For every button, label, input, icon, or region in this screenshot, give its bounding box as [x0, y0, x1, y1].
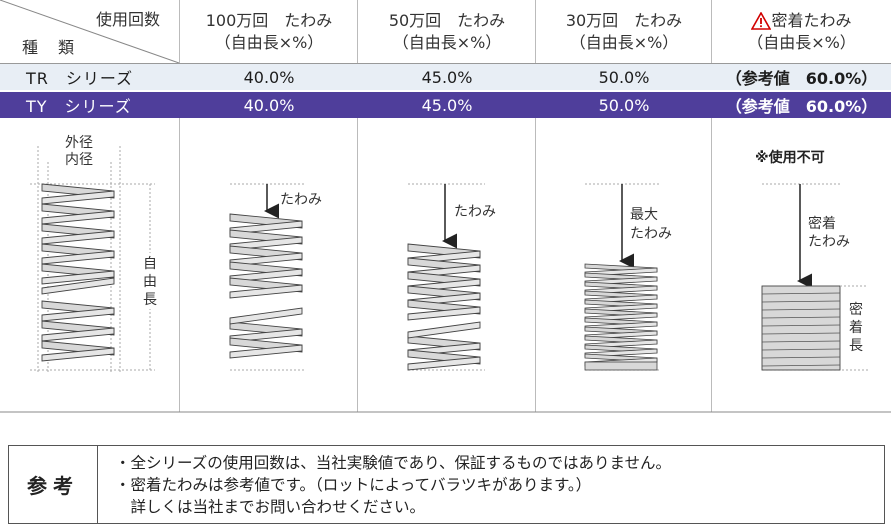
row-tr-name: TR シリーズ: [26, 69, 134, 88]
not-usable-label: ※使用不可: [755, 149, 825, 166]
solid-deflection-label-2: たわみ: [808, 234, 850, 250]
corner-usage-label: 使用回数: [96, 10, 161, 29]
free-length-char-2: 由: [143, 274, 157, 290]
spring-1m: [229, 183, 305, 371]
header-col-1m: 100万回 たわみ （自由長×%）: [180, 0, 358, 63]
header-col-500k: 50万回 たわみ （自由長×%）: [358, 0, 536, 63]
max-deflection-label-2: たわみ: [630, 226, 672, 242]
table-row-ty: TY シリーズ 40.0% 45.0% 50.0% （参考値 60.0%）: [0, 92, 891, 118]
divider: [535, 0, 536, 63]
free-length-char-3: 長: [143, 292, 157, 308]
row-ty-300k: 50.0%: [598, 95, 650, 115]
free-spring: [30, 146, 155, 374]
solid-length-char-2: 着: [849, 320, 863, 336]
header-col-300k: 30万回 たわみ （自由長×%）: [536, 0, 712, 63]
divider: [0, 90, 891, 92]
reference-note: 参考 ・全シリーズの使用回数は、当社実験値であり、保証するものではありません。 …: [8, 445, 885, 524]
table-row-tr: TR シリーズ 40.0% 45.0% 50.0% （参考値 60.0%）: [0, 64, 891, 90]
divider: [179, 0, 180, 63]
row-tr-solid: （参考値 60.0%）: [725, 69, 878, 88]
row-ty-500k: 45.0%: [421, 95, 473, 115]
max-deflection-label-1: 最大: [630, 207, 658, 223]
free-length-char-1: 自: [143, 256, 157, 272]
divider: [0, 63, 891, 64]
outer-dia-label: 外径: [65, 135, 93, 151]
spring-500k: [407, 183, 485, 371]
free-length-label: 自 由 長: [140, 253, 160, 309]
note-line: ・全シリーズの使用回数は、当社実験値であり、保証するものではありません。: [115, 454, 671, 472]
header-col-solid-title-wrap: 密着たわみ: [751, 10, 852, 32]
row-tr-300k: 50.0%: [598, 67, 650, 87]
header-col-solid: 密着たわみ （自由長×%）: [712, 0, 891, 63]
row-ty-1m: 40.0%: [243, 95, 295, 115]
note-line: 詳しくは当社までお問い合わせください。: [115, 498, 426, 516]
deflection-label-500k: たわみ: [454, 204, 496, 220]
header-col-500k-sub: （自由長×%）: [392, 32, 502, 52]
row-tr-500k: 45.0%: [421, 67, 473, 87]
solid-deflection-label-1: 密着: [808, 215, 836, 232]
deflection-label-1m: たわみ: [280, 192, 322, 208]
spring-300k: [584, 183, 660, 371]
note-line: ・密着たわみは参考値です。（ロットによってバラツキがあります。）: [115, 476, 592, 494]
header-col-300k-sub: （自由長×%）: [569, 32, 679, 52]
solid-length-char-1: 密: [849, 301, 863, 318]
row-ty-name: TY シリーズ: [26, 97, 132, 116]
corner-type-label: 種 類: [22, 38, 77, 57]
header-col-1m-sub: （自由長×%）: [214, 32, 324, 52]
spring-solid: [761, 183, 868, 371]
solid-length-char-3: 長: [849, 338, 863, 354]
row-ty-solid: （参考値 60.0%）: [725, 97, 878, 116]
header-col-300k-title: 30万回 たわみ: [565, 10, 683, 30]
header-col-solid-sub: （自由長×%）: [747, 32, 856, 52]
header-col-1m-title: 100万回 たわみ: [205, 10, 333, 30]
note-label: 参考: [9, 446, 98, 523]
header-col-solid-title: 密着たわみ: [771, 10, 852, 30]
header-lines: [0, 0, 180, 63]
warning-icon: [751, 11, 772, 30]
divider: [357, 0, 358, 63]
header-col-500k-title: 50万回 たわみ: [388, 10, 506, 30]
inner-dia-label: 内径: [65, 152, 93, 168]
row-tr-1m: 40.0%: [243, 67, 295, 87]
note-text: ・全シリーズの使用回数は、当社実験値であり、保証するものではありません。 ・密着…: [115, 452, 671, 518]
spring-diagram: 外径 内径 自 由 長 たわみ たわみ: [0, 118, 891, 413]
table-header: 使用回数 種 類 100万回 たわみ （自由長×%） 50万回 たわみ （自由長…: [0, 0, 891, 63]
divider: [711, 0, 712, 63]
